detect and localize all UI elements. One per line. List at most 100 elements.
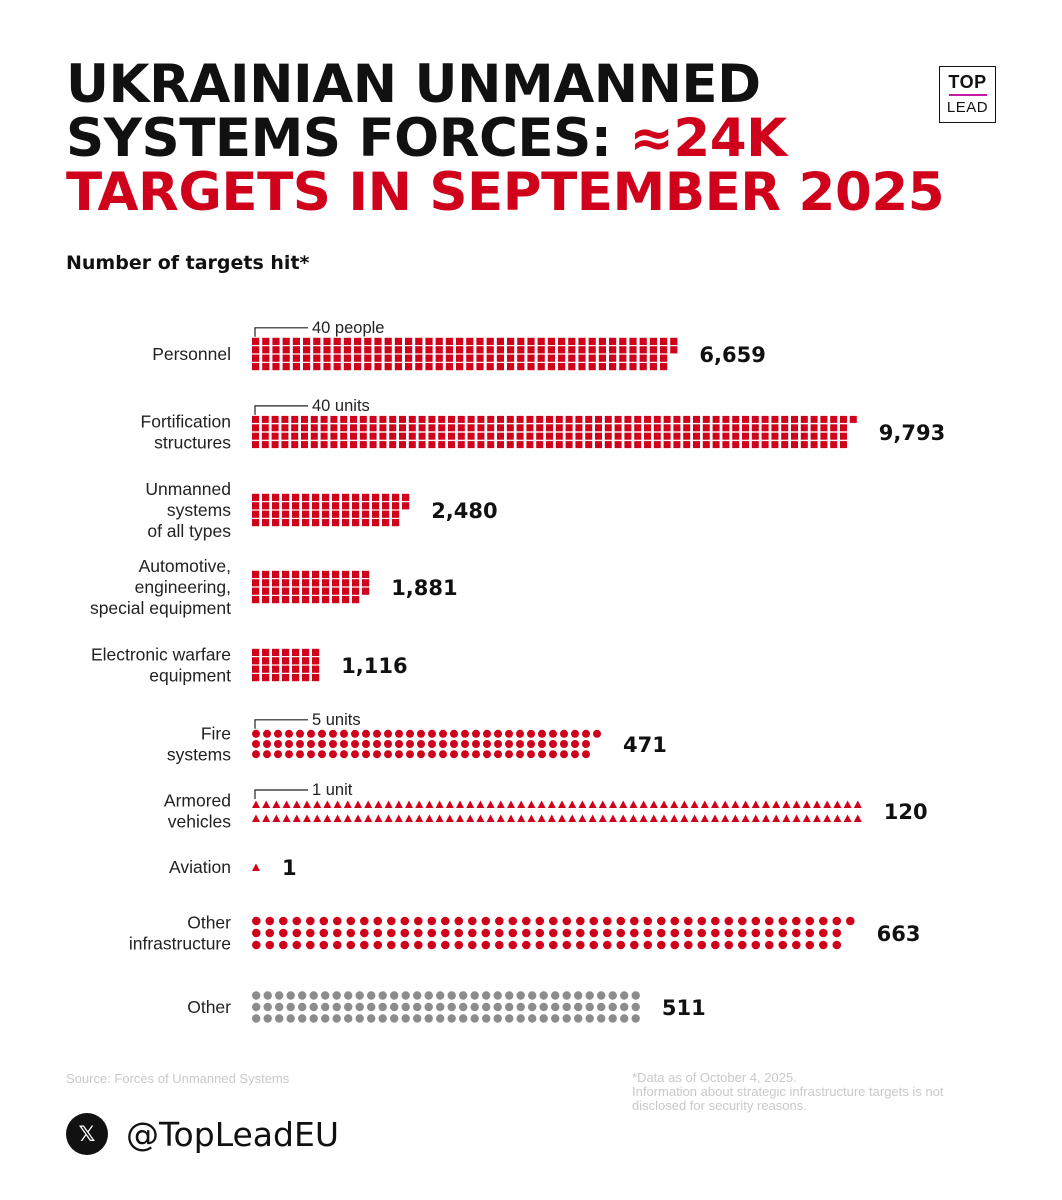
dot-unit-icon: [483, 740, 491, 748]
triangle-unit-icon: [558, 800, 566, 808]
square-unit-icon: [517, 354, 525, 362]
square-unit-icon: [445, 346, 453, 354]
dot-unit-icon: [576, 928, 585, 938]
social-handle[interactable]: @TopLeadEU: [126, 1114, 339, 1154]
dot-unit-icon: [589, 916, 599, 926]
dot-unit-icon: [307, 740, 315, 748]
square-unit-icon: [496, 354, 504, 362]
dot-unit-icon: [535, 916, 545, 926]
square-unit-icon: [379, 415, 387, 423]
square-unit-icon: [536, 415, 544, 423]
dot-unit-icon: [333, 916, 342, 926]
dot-unit-icon: [738, 916, 747, 926]
square-unit-icon: [364, 337, 372, 345]
square-unit-icon: [359, 415, 367, 423]
dot-unit-icon: [493, 1014, 502, 1023]
dot-unit-icon: [582, 750, 590, 759]
square-unit-icon: [330, 424, 338, 432]
dot-unit-icon: [417, 740, 425, 748]
triangle-unit-icon: [507, 814, 515, 822]
dot-unit-icon: [424, 1002, 433, 1012]
square-unit-icon: [408, 415, 416, 423]
dot-unit-icon: [608, 1014, 617, 1023]
square-unit-icon: [497, 424, 504, 432]
square-unit-icon: [517, 346, 525, 354]
footnote: *Data as of October 4, 2025. Information…: [632, 1071, 1012, 1113]
square-unit-icon: [683, 432, 691, 440]
square-unit-icon: [313, 346, 321, 354]
dot-unit-icon: [522, 940, 531, 950]
square-unit-icon: [849, 415, 857, 423]
square-unit-icon: [292, 657, 300, 665]
dot-unit-icon: [263, 750, 271, 759]
triangle-unit-icon: [354, 800, 362, 808]
square-unit-icon: [428, 415, 436, 423]
dot-unit-icon: [390, 991, 399, 1000]
dot-unit-icon: [263, 1014, 272, 1023]
triangle-unit-icon: [578, 800, 587, 808]
square-unit-icon: [374, 346, 382, 354]
dot-unit-icon: [711, 916, 720, 926]
dot-unit-icon: [516, 729, 524, 738]
dot-unit-icon: [321, 1002, 330, 1012]
dot-unit-icon: [286, 1002, 295, 1012]
square-unit-icon: [649, 337, 657, 345]
square-unit-icon: [595, 432, 602, 440]
dot-unit-icon: [251, 928, 261, 938]
dot-unit-icon: [846, 916, 855, 926]
dot-unit-icon: [574, 1014, 583, 1023]
dot-unit-icon: [428, 740, 436, 748]
dot-unit-icon: [263, 1002, 272, 1012]
square-unit-icon: [639, 363, 647, 371]
dot-unit-icon: [549, 940, 558, 950]
dot-unit-icon: [373, 729, 381, 738]
square-unit-icon: [546, 432, 553, 440]
dot-unit-icon: [585, 1014, 594, 1023]
square-unit-icon: [272, 587, 280, 595]
x-logo-icon[interactable]: 𝕏: [66, 1113, 108, 1155]
dot-unit-icon: [538, 740, 546, 748]
square-unit-icon: [568, 337, 576, 345]
social-handle-block[interactable]: 𝕏 @TopLeadEU: [66, 1113, 339, 1155]
triangle-unit-icon: [598, 814, 607, 822]
category-label: Other: [187, 913, 231, 933]
dot-unit-icon: [286, 1014, 295, 1023]
title-line-3: TARGETS IN SEPTEMBER 2025: [66, 162, 945, 223]
triangle-unit-icon: [252, 863, 260, 871]
triangle-unit-icon: [303, 800, 311, 808]
triangle-unit-icon: [670, 800, 679, 808]
square-unit-icon: [340, 424, 348, 432]
square-unit-icon: [467, 415, 475, 423]
dot-unit-icon: [355, 991, 364, 1000]
dot-unit-icon: [495, 916, 504, 926]
square-unit-icon: [527, 346, 535, 354]
dot-unit-icon: [321, 991, 330, 1000]
square-unit-icon: [712, 424, 720, 432]
square-unit-icon: [282, 493, 290, 501]
square-unit-icon: [301, 415, 308, 423]
square-unit-icon: [399, 415, 406, 423]
category-label: Electronic warfare: [91, 645, 231, 665]
square-unit-icon: [457, 441, 465, 449]
square-unit-icon: [800, 415, 808, 423]
square-unit-icon: [252, 665, 260, 673]
dot-unit-icon: [441, 916, 450, 926]
category-label: of all types: [147, 521, 231, 541]
square-unit-icon: [382, 493, 390, 501]
dot-unit-icon: [427, 940, 437, 950]
square-unit-icon: [516, 415, 524, 423]
dot-unit-icon: [387, 916, 396, 926]
square-unit-icon: [342, 579, 350, 587]
dot-unit-icon: [333, 940, 342, 950]
square-unit-icon: [418, 441, 426, 449]
square-unit-icon: [448, 424, 455, 432]
legend-bracket: [254, 719, 308, 729]
dot-unit-icon: [413, 1014, 422, 1023]
square-unit-icon: [342, 596, 350, 604]
square-unit-icon: [282, 346, 290, 354]
square-unit-icon: [302, 665, 310, 673]
dot-unit-icon: [576, 940, 585, 950]
square-unit-icon: [312, 579, 320, 587]
triangle-unit-icon: [445, 800, 454, 808]
square-unit-icon: [517, 363, 525, 371]
